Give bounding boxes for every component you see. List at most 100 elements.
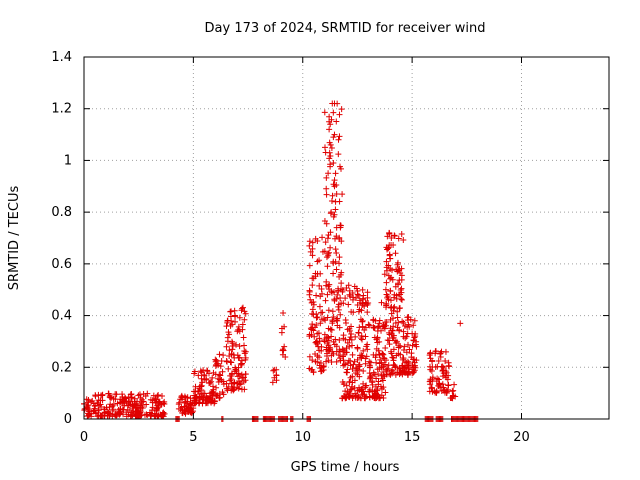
data-point xyxy=(348,308,355,315)
data-point xyxy=(328,333,335,340)
data-point xyxy=(371,395,378,402)
data-point xyxy=(306,353,313,360)
data-point xyxy=(375,378,382,385)
data-point xyxy=(411,317,418,324)
data-point xyxy=(391,291,398,298)
data-point xyxy=(356,324,363,331)
data-point xyxy=(344,369,351,376)
data-point xyxy=(383,366,390,373)
data-point xyxy=(338,106,345,113)
data-point xyxy=(83,396,90,403)
data-point xyxy=(99,397,106,404)
data-point xyxy=(197,396,204,403)
data-point xyxy=(234,328,241,335)
data-point xyxy=(436,381,443,388)
data-point xyxy=(354,387,361,394)
data-point xyxy=(349,373,356,380)
data-point xyxy=(207,379,214,386)
data-point xyxy=(235,373,242,380)
data-point xyxy=(333,295,340,302)
data-point xyxy=(359,386,366,393)
grid-layer xyxy=(84,57,609,419)
data-point xyxy=(429,388,436,395)
data-point xyxy=(342,388,349,395)
data-point xyxy=(364,346,371,353)
data-point xyxy=(360,367,367,374)
y-tick-label: 0.6 xyxy=(51,257,72,272)
data-point xyxy=(220,352,227,359)
data-point xyxy=(365,321,372,328)
data-point xyxy=(346,291,353,298)
data-point xyxy=(382,286,389,293)
data-point xyxy=(392,364,399,371)
data-point xyxy=(381,271,388,278)
data-point xyxy=(440,364,447,371)
data-point xyxy=(336,111,343,118)
data-point xyxy=(125,393,132,400)
data-point xyxy=(199,400,206,407)
data-point xyxy=(386,251,393,258)
data-point xyxy=(399,318,406,325)
data-point xyxy=(231,312,238,319)
data-point xyxy=(332,206,339,213)
data-point xyxy=(343,391,350,398)
data-point xyxy=(373,359,380,366)
data-point xyxy=(143,411,150,418)
data-point xyxy=(401,363,408,370)
data-point xyxy=(378,372,385,379)
data-point xyxy=(386,229,393,236)
data-point xyxy=(340,300,347,307)
data-point xyxy=(103,404,110,411)
data-point xyxy=(366,393,373,400)
data-point xyxy=(223,343,230,350)
data-point xyxy=(219,368,226,375)
data-point xyxy=(359,286,366,293)
data-point xyxy=(325,231,332,238)
x-axis-label: GPS time / hours xyxy=(291,460,400,475)
data-point xyxy=(192,395,199,402)
data-point xyxy=(324,263,331,270)
data-point xyxy=(395,235,402,242)
data-point xyxy=(336,163,343,170)
data-point xyxy=(239,305,246,312)
data-point xyxy=(216,394,223,401)
data-point xyxy=(324,350,331,357)
data-point xyxy=(269,379,276,386)
data-point xyxy=(321,338,328,345)
data-point xyxy=(312,339,319,346)
data-point xyxy=(446,363,453,370)
data-point xyxy=(388,350,395,357)
data-point xyxy=(160,400,167,407)
data-point xyxy=(376,351,383,358)
data-point xyxy=(377,356,384,363)
plot-frame xyxy=(83,56,610,420)
data-point xyxy=(449,388,456,395)
chart-title: Day 173 of 2024, SRMTID for receiver win… xyxy=(205,21,486,36)
data-point xyxy=(333,224,340,231)
data-point xyxy=(409,342,416,349)
data-point xyxy=(271,366,278,373)
data-point xyxy=(226,347,233,354)
data-point xyxy=(346,378,353,385)
y-axis-label: SRMTID / TECUs xyxy=(7,186,22,291)
data-point xyxy=(343,319,350,326)
data-point xyxy=(378,364,385,371)
data-point xyxy=(345,301,352,308)
data-point xyxy=(394,314,401,321)
data-point xyxy=(396,277,403,284)
data-point xyxy=(370,351,377,358)
data-point xyxy=(426,363,433,370)
data-point xyxy=(332,198,339,205)
data-point xyxy=(409,370,416,377)
data-point xyxy=(198,375,205,382)
data-point xyxy=(213,384,220,391)
data-point xyxy=(327,161,334,168)
data-point xyxy=(341,380,348,387)
data-point xyxy=(309,310,316,317)
data-point xyxy=(392,371,399,378)
data-point xyxy=(203,367,210,374)
data-point xyxy=(336,355,343,362)
data-point xyxy=(332,170,339,177)
data-point xyxy=(349,342,356,349)
